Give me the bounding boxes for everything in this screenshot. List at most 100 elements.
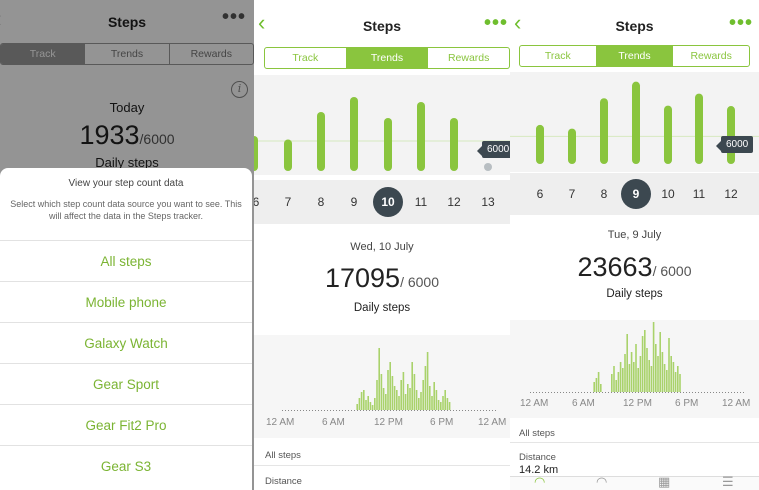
tab-trends[interactable]: Trends — [84, 44, 168, 64]
step-goal: / 6000 — [652, 263, 692, 279]
hour-bar — [677, 366, 679, 392]
hour-bar — [674, 372, 677, 392]
hour-bar — [369, 402, 372, 410]
day-bar-7[interactable] — [284, 139, 292, 172]
hour-bar — [593, 382, 595, 392]
page-title: Steps — [362, 18, 402, 34]
daily-steps-label: Daily steps — [606, 288, 663, 300]
hour-bar — [440, 402, 442, 410]
hour-label: 12 PM — [374, 417, 403, 428]
tab-trends[interactable]: Trends — [345, 48, 428, 68]
day-bar-11[interactable] — [417, 102, 425, 171]
day-12[interactable]: 12 — [447, 195, 461, 209]
back-icon[interactable]: ‹ — [514, 10, 522, 35]
hour-bar — [378, 348, 380, 410]
day-bar-11[interactable] — [695, 93, 703, 164]
day-bar-12[interactable] — [450, 118, 458, 171]
day-11[interactable]: 11 — [692, 187, 706, 201]
day-13[interactable]: 13 — [481, 195, 495, 209]
option-gear-s3[interactable]: Gear S3 — [0, 445, 252, 486]
hour-bar — [617, 372, 620, 392]
hour-bar — [630, 352, 633, 392]
more-icon[interactable]: ••• — [728, 12, 753, 34]
back-icon[interactable]: ‹ — [0, 6, 1, 32]
menu-icon[interactable]: ☰ — [722, 474, 734, 489]
day-bar-9[interactable] — [350, 97, 358, 171]
hour-bar — [648, 360, 650, 392]
day-10[interactable]: 10 — [661, 187, 675, 201]
hour-label: 6 PM — [675, 398, 699, 409]
hour-bar — [633, 362, 635, 392]
option-mobile-phone[interactable]: Mobile phone — [0, 281, 252, 322]
step-goal: / 6000 — [400, 274, 440, 290]
back-icon[interactable]: ‹ — [258, 10, 266, 35]
hour-bar — [407, 384, 409, 410]
data-source-sheet: View your step count data Select which s… — [0, 168, 252, 490]
tab-trends[interactable]: Trends — [595, 46, 673, 66]
daily-steps-label: Daily steps — [353, 302, 411, 314]
distance-value: 14.2 km — [519, 464, 559, 476]
day-bar-10[interactable] — [384, 118, 392, 171]
option-gear-fit2-pro[interactable]: Gear Fit2 Pro — [0, 404, 252, 445]
day-11[interactable]: 11 — [414, 195, 428, 209]
hour-bar — [415, 390, 418, 410]
day-bar-6[interactable] — [254, 136, 258, 171]
option-gear-sport[interactable]: Gear Sport — [0, 363, 252, 404]
tab-rewards[interactable]: Rewards — [672, 46, 749, 66]
divider — [254, 465, 510, 466]
day-bar-10[interactable] — [664, 105, 672, 164]
info-icon[interactable]: i — [231, 81, 248, 98]
day-9-selected[interactable]: 9 — [621, 179, 651, 209]
hour-bar — [396, 390, 398, 410]
day-7[interactable]: 7 — [568, 187, 576, 201]
hour-bar — [413, 374, 416, 410]
day-12[interactable]: 12 — [724, 187, 738, 201]
day-7[interactable]: 7 — [284, 195, 292, 209]
hour-bar — [365, 400, 367, 410]
day-bar-6[interactable] — [536, 124, 544, 164]
together-icon[interactable]: ▦ — [658, 474, 671, 489]
divider — [510, 442, 759, 443]
day-10-selected[interactable]: 10 — [373, 187, 403, 217]
home-icon[interactable]: ◠ — [534, 474, 546, 489]
hour-bar — [398, 396, 400, 410]
option-all-steps[interactable]: All steps — [0, 240, 252, 281]
hour-bar — [644, 330, 646, 392]
hour-bar — [424, 366, 427, 410]
step-count: 23663/ 6000 — [510, 252, 759, 283]
more-icon[interactable]: ••• — [221, 6, 246, 28]
discover-icon[interactable]: ◠ — [596, 474, 608, 489]
day-8[interactable]: 8 — [317, 195, 325, 209]
day-bar-empty[interactable] — [484, 163, 492, 171]
step-value: 17095 — [324, 263, 401, 293]
goal-tooltip: 6000 — [715, 136, 754, 153]
day-9[interactable]: 9 — [350, 195, 358, 209]
day-bar-7[interactable] — [568, 128, 576, 164]
day-bar-8[interactable] — [600, 98, 608, 164]
all-steps-label[interactable]: All steps — [519, 428, 555, 439]
day-bar-9[interactable] — [632, 81, 640, 164]
top-bar: ‹ Steps ••• — [510, 0, 759, 44]
hour-label: 12 AM — [722, 398, 751, 409]
option-galaxy-watch[interactable]: Galaxy Watch — [0, 322, 252, 363]
daily-bar-chart[interactable] — [510, 72, 759, 172]
tab-track[interactable]: Track — [292, 52, 319, 64]
day-6[interactable]: 6 — [536, 187, 544, 201]
day-8[interactable]: 8 — [600, 187, 608, 201]
daily-bar-chart[interactable] — [254, 75, 510, 175]
more-icon[interactable]: ••• — [483, 12, 508, 34]
top-bar: ‹ Steps ••• — [254, 0, 510, 44]
tab-track[interactable]: Track — [1, 44, 85, 64]
day-6[interactable]: 6 — [254, 195, 260, 209]
hour-bar — [360, 392, 363, 410]
tab-track[interactable]: Track — [544, 50, 571, 62]
all-steps-label[interactable]: All steps — [265, 450, 301, 461]
step-count: 1933/6000 — [0, 120, 254, 151]
hour-bar — [393, 386, 396, 410]
day-bar-8[interactable] — [317, 112, 325, 171]
hour-bar — [646, 348, 648, 392]
tab-rewards[interactable]: Rewards — [168, 44, 253, 64]
hour-bar — [387, 370, 389, 410]
hour-bar — [446, 398, 449, 410]
tab-rewards[interactable]: Rewards — [427, 48, 509, 68]
